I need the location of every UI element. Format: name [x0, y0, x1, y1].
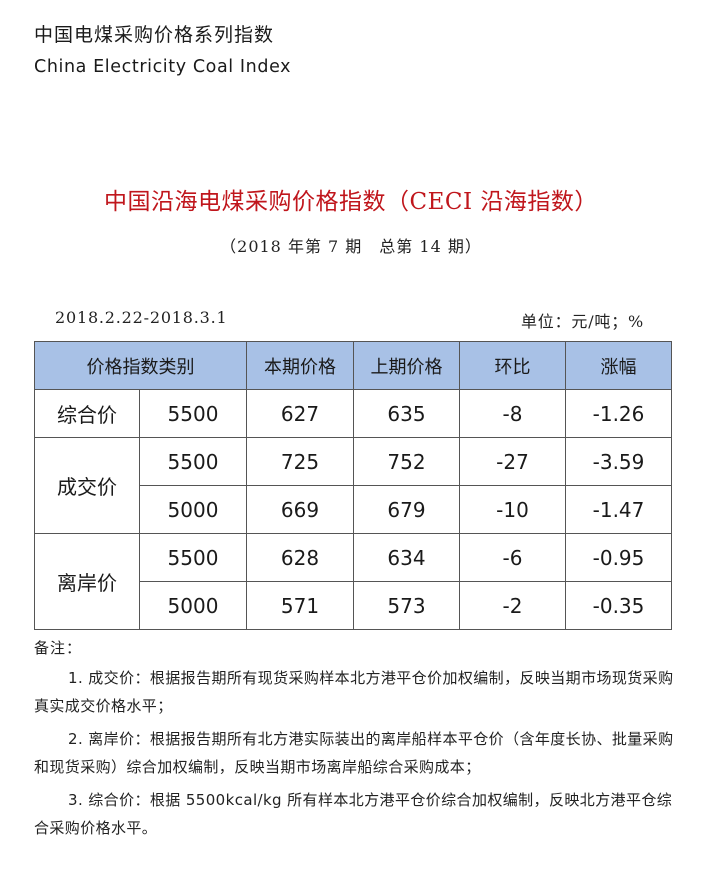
previous-price-cell: 634	[353, 533, 460, 582]
header-previous-price: 上期价格	[353, 341, 460, 390]
note-item: 2. 离岸价：根据报告期所有北方港实际装出的离岸船样本平仓价（含年度长协、批量采…	[34, 730, 674, 776]
spec-cell: 5500	[139, 437, 247, 486]
category-cell: 综合价	[34, 389, 140, 438]
header-current-price: 本期价格	[246, 341, 354, 390]
spec-cell: 5000	[139, 485, 247, 534]
current-price-cell: 628	[246, 533, 354, 582]
series-title-cn: 中国电煤采购价格系列指数	[34, 24, 275, 46]
date-range: 2018.2.22-2018.3.1	[55, 308, 228, 327]
category-cell: 离岸价	[34, 533, 140, 630]
change-cell: -6	[459, 533, 566, 582]
current-price-cell: 571	[246, 581, 354, 630]
pct-cell: -1.47	[565, 485, 672, 534]
category-cell: 成交价	[34, 437, 140, 534]
series-title-en: China Electricity Coal Index	[34, 57, 292, 77]
pct-cell: -0.35	[565, 581, 672, 630]
pct-cell: -1.26	[565, 389, 672, 438]
previous-price-cell: 752	[353, 437, 460, 486]
header-change: 环比	[459, 341, 566, 390]
previous-price-cell: 635	[353, 389, 460, 438]
table-row: 成交价 5500 725 752 -27 -3.59	[34, 437, 672, 534]
change-cell: -27	[459, 437, 566, 486]
unit-label: 单位：元/吨；%	[521, 312, 644, 331]
pct-cell: -3.59	[565, 437, 672, 486]
spec-cell: 5500	[139, 389, 247, 438]
table-header-row: 价格指数类别 本期价格 上期价格 环比 涨幅	[34, 341, 672, 390]
spec-cell: 5500	[139, 533, 247, 582]
current-price-cell: 627	[246, 389, 354, 438]
current-price-cell: 669	[246, 485, 354, 534]
pct-cell: -0.95	[565, 533, 672, 582]
header-category: 价格指数类别	[34, 341, 247, 390]
table-row: 离岸价 5500 628 634 -6 -0.95	[34, 533, 672, 630]
note-item: 1. 成交价：根据报告期所有现货采购样本北方港平仓价加权编制，反映当期市场现货采…	[34, 669, 674, 715]
table-row: 综合价 5500 627 635 -8 -1.26	[34, 389, 672, 438]
price-index-table: 价格指数类别 本期价格 上期价格 环比 涨幅 综合价 5500 627 635 …	[34, 341, 672, 630]
previous-price-cell: 679	[353, 485, 460, 534]
note-item: 3. 综合价：根据 5500kcal/kg 所有样本北方港平仓价综合加权编制，反…	[34, 791, 673, 837]
spec-cell: 5000	[139, 581, 247, 630]
change-cell: -2	[459, 581, 566, 630]
current-price-cell: 725	[246, 437, 354, 486]
change-cell: -8	[459, 389, 566, 438]
change-cell: -10	[459, 485, 566, 534]
notes-label: 备注：	[34, 639, 83, 657]
report-title: 中国沿海电煤采购价格指数（CECI 沿海指数）	[104, 189, 598, 215]
header-pct: 涨幅	[565, 341, 672, 390]
table-row: 5000 571 573 -2 -0.35	[35, 581, 672, 630]
issue-number: （2018 年第 7 期 总第 14 期）	[220, 237, 482, 256]
previous-price-cell: 573	[353, 581, 460, 630]
notes-section: 备注： 1. 成交价：根据报告期所有现货采购样本北方港平仓价加权编制，反映当期市…	[34, 637, 674, 847]
